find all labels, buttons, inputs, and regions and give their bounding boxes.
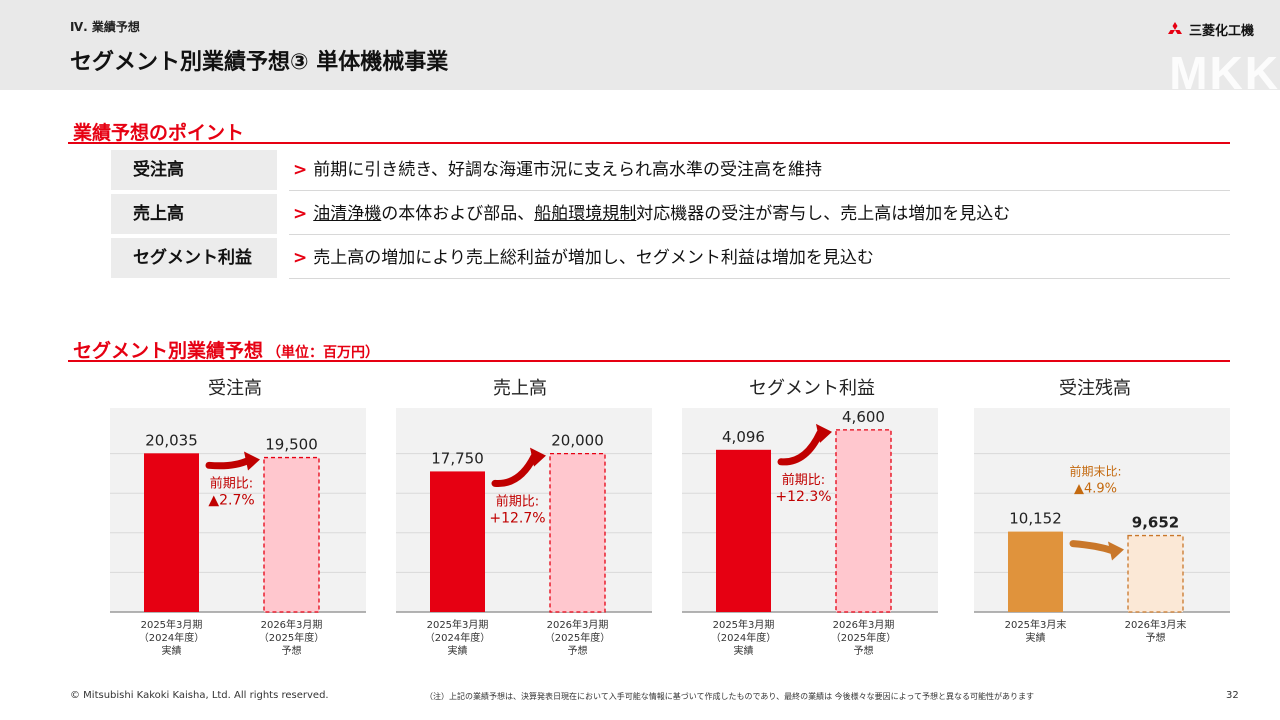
- tick-label: 2025年3月期: [427, 618, 489, 631]
- trend-arrow: [491, 453, 538, 487]
- bar-actual: [430, 471, 485, 612]
- tick-label: 予想: [568, 644, 588, 657]
- tick-label: 2026年3月期: [547, 618, 609, 631]
- bar-forecast: [549, 452, 606, 613]
- data-label: 19,500: [265, 436, 318, 454]
- point-text-body: 前期に引き続き、好調な海運市況に支えられ高水準の受注高を維持: [313, 160, 823, 180]
- tick-label: （2024年度）: [139, 631, 204, 644]
- chevron-right-icon: >: [293, 204, 308, 224]
- watermark: MKK: [1169, 47, 1280, 99]
- points-section-title: 業績予想のポイント: [73, 122, 245, 144]
- bar-actual: [1008, 531, 1063, 612]
- data-label: 4,600: [842, 408, 885, 426]
- data-label: 4,096: [722, 428, 765, 446]
- bar-forecast: [263, 456, 320, 613]
- point-text: > 油清浄機の本体および部品、船舶環境規制対応機器の受注が寄与し、売上高は増加を見…: [289, 194, 1230, 235]
- data-label: 20,000: [551, 432, 604, 450]
- tick-label: 2025年3月末: [1005, 618, 1067, 631]
- chevron-right-icon: >: [293, 248, 308, 268]
- point-label: 売上高: [111, 194, 277, 234]
- footer-note: （注）上記の業績予想は、決算発表日現在において入手可能な情報に基づいて作成したも…: [425, 692, 1035, 701]
- point-text-body: 売上高の増加により売上総利益が増加し、セグメント利益は増加を見込む: [313, 248, 874, 268]
- trend-arrow: [205, 457, 252, 470]
- tick-label: 実績: [1026, 631, 1046, 644]
- bar-actual: [144, 453, 199, 612]
- trend-arrow: [777, 429, 824, 466]
- change-value: ▲4.9%: [1074, 482, 1117, 497]
- point-text: > 前期に引き続き、好調な海運市況に支えられ高水準の受注高を維持: [289, 150, 1230, 191]
- forecast-divider: [68, 360, 1230, 362]
- tick-label: （2024年度）: [425, 631, 490, 644]
- points-divider: [68, 142, 1230, 144]
- chart-title-backlog: 受注残高: [1059, 378, 1131, 399]
- tick-label: （2025年度）: [259, 631, 324, 644]
- arrow-head: [1108, 541, 1124, 561]
- point-row-sales: 売上高 > 油清浄機の本体および部品、船舶環境規制対応機器の受注が寄与し、売上高は…: [111, 194, 1230, 235]
- company-logo: 三菱化工機: [1166, 20, 1254, 39]
- change-label: 前期末比:: [1069, 464, 1121, 479]
- tick-label: 実績: [448, 644, 468, 657]
- chart-title-profit: セグメント利益: [749, 378, 875, 399]
- three-diamonds-icon: [1167, 21, 1182, 34]
- data-label: 10,152: [1009, 510, 1062, 528]
- page-title: セグメント別業績予想③ 単体機械事業: [70, 50, 449, 75]
- tick-label: 2025年3月期: [713, 618, 775, 631]
- chevron-right-icon: >: [293, 160, 308, 180]
- page-number: 32: [1226, 690, 1239, 701]
- data-label: 20,035: [145, 431, 198, 449]
- tick-label: 予想: [282, 644, 302, 657]
- point-text-body: の本体および部品、: [381, 204, 535, 224]
- section-label: Ⅳ. 業績予想: [70, 20, 140, 34]
- change-value: +12.3%: [775, 489, 831, 505]
- change-label: 前期比:: [496, 493, 539, 509]
- tick-label: 予想: [1146, 631, 1166, 644]
- logo-text: 三菱化工機: [1188, 24, 1254, 39]
- tick-label: 実績: [734, 644, 754, 657]
- point-row-profit: セグメント利益 > 売上高の増加により売上総利益が増加し、セグメント利益は増加を見…: [111, 238, 1230, 279]
- tick-label: （2025年度）: [831, 631, 896, 644]
- change-label: 前期比:: [782, 472, 825, 488]
- tick-label: 予想: [854, 644, 874, 657]
- arrow-head: [244, 451, 260, 471]
- bar-actual: [716, 449, 771, 612]
- tick-label: 実績: [162, 644, 182, 657]
- point-label: 受注高: [111, 150, 277, 190]
- change-label: 前期比:: [210, 475, 253, 491]
- change-value: ▲2.7%: [208, 492, 254, 508]
- underlined-term: 油清浄機: [313, 204, 382, 224]
- chart-title-sales: 売上高: [493, 378, 547, 399]
- point-row-orders: 受注高 > 前期に引き続き、好調な海運市況に支えられ高水準の受注高を維持: [111, 150, 1230, 191]
- tick-label: （2024年度）: [711, 631, 776, 644]
- trend-arrow: [1069, 540, 1116, 555]
- forecast-unit: （単位：百万円）: [267, 345, 380, 361]
- tick-label: 2025年3月期: [141, 618, 203, 631]
- forecast-title-text: セグメント別業績予想: [73, 340, 264, 362]
- tick-label: （2025年度）: [545, 631, 610, 644]
- change-value: +12.7%: [489, 510, 545, 526]
- data-label: 9,652: [1132, 514, 1179, 532]
- data-label: 17,750: [431, 449, 484, 467]
- arrow-head: [816, 423, 832, 443]
- chart-title-orders: 受注高: [208, 378, 262, 399]
- underlined-term: 船舶環境規制: [534, 204, 637, 224]
- arrow-head: [530, 447, 546, 467]
- tick-label: 2026年3月期: [261, 618, 323, 631]
- tick-label: 2026年3月末: [1125, 618, 1187, 631]
- point-label: セグメント利益: [111, 238, 277, 278]
- bar-forecast: [835, 429, 892, 613]
- point-text: > 売上高の増加により売上総利益が増加し、セグメント利益は増加を見込む: [289, 238, 1230, 279]
- header-bar: Ⅳ. 業績予想 セグメント別業績予想③ 単体機械事業 MKK 三菱化工機: [0, 0, 1280, 99]
- bar-forecast: [1127, 534, 1184, 613]
- tick-label: 2026年3月期: [833, 618, 895, 631]
- point-text-body: 対応機器の受注が寄与し、売上高は増加を見込む: [636, 204, 1011, 224]
- footer-copyright: © Mitsubishi Kakoki Kaisha, Ltd. All rig…: [70, 690, 329, 701]
- forecast-section-title: セグメント別業績予想 （単位：百万円）: [73, 336, 379, 363]
